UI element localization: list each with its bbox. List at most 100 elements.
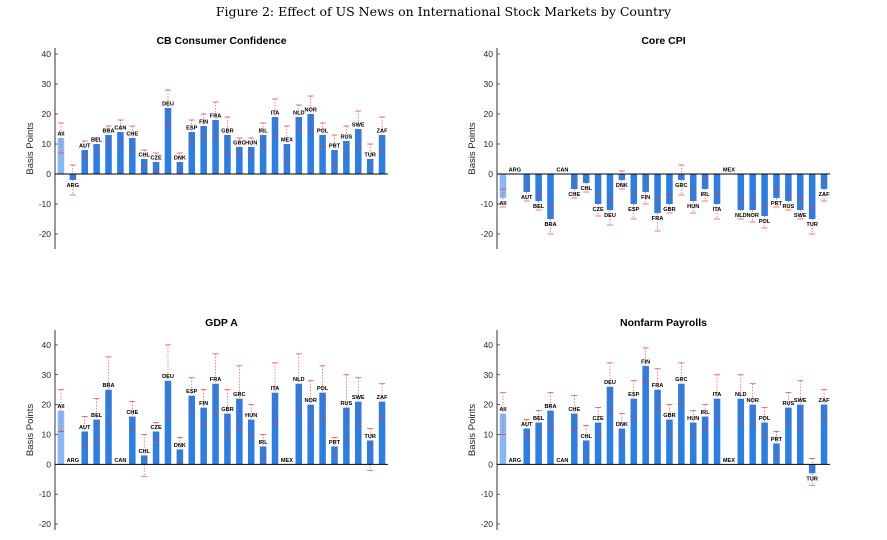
bar-bel (535, 422, 542, 465)
category-label-che: CHE (568, 192, 580, 198)
bar-aut (523, 428, 531, 465)
bar-bel (535, 174, 542, 201)
category-label-cze: CZE (150, 425, 161, 431)
bar-bra (547, 174, 554, 219)
category-label-all: All (57, 404, 65, 410)
bar-nld (295, 383, 303, 465)
bar-hun (689, 422, 697, 465)
category-label-esp: ESP (186, 126, 197, 132)
bar-fra (212, 383, 219, 465)
category-label-mex: MEX (281, 138, 293, 144)
bar-aut (81, 150, 89, 174)
bar-tur (808, 174, 816, 219)
category-label-fra: FRA (652, 383, 664, 389)
category-label-arg: ARG (67, 183, 79, 189)
category-label-pol: POL (317, 386, 329, 392)
category-label-mex: MEX (723, 168, 735, 174)
bar-bel (93, 419, 100, 465)
y-tick-label: 0 (488, 459, 493, 469)
category-label-swe: SWE (352, 123, 365, 129)
category-label-all: All (499, 201, 507, 207)
bar-deu (164, 380, 172, 465)
category-label-all: All (57, 132, 65, 138)
chart-panel-nonfarm-payrolls: Nonfarm Payrolls Basis Points -20 -10 0 10 20 3… (467, 317, 830, 530)
bar-fin (200, 126, 207, 174)
category-label-gbr: GBR (663, 207, 675, 213)
bar-gbr (224, 135, 231, 174)
category-label-bel: BEL (533, 204, 545, 210)
bar-che (129, 416, 136, 465)
bar-bra (547, 410, 554, 465)
category-label-dnk: DNK (616, 183, 628, 189)
category-label-esp: ESP (628, 392, 639, 398)
bar-zaf (820, 404, 828, 465)
category-label-cze: CZE (592, 207, 603, 213)
category-label-deu: DEU (604, 380, 616, 386)
y-tick-label: 10 (42, 139, 52, 149)
bar-bra (105, 135, 112, 174)
category-label-dnk: DNK (616, 422, 628, 428)
bar-cze (594, 174, 602, 204)
chart-panel-cb-consumer-confidence: CB Consumer Confidence Basis Points -20 -10… (25, 35, 388, 249)
y-tick-label: 30 (42, 370, 52, 380)
category-label-pol: POL (759, 416, 771, 422)
y-tick-label: -10 (39, 489, 52, 499)
bar-fra (654, 174, 661, 213)
y-tick-label: 30 (484, 79, 494, 89)
category-label-nor: NOR (304, 398, 316, 404)
bar-nld (737, 398, 745, 465)
bar-nld (295, 117, 303, 174)
category-label-bel: BEL (533, 416, 545, 422)
bar-nor (307, 114, 314, 174)
bar-deu (606, 174, 614, 210)
category-label-nld: NLD (735, 392, 747, 398)
category-label-irl: IRL (701, 410, 711, 416)
category-label-fin: FIN (199, 401, 208, 407)
category-label-hun: HUN (245, 141, 257, 147)
category-label-grc: GRC (233, 141, 245, 147)
category-label-all: All (499, 407, 507, 413)
category-label-nor: NOR (746, 398, 758, 404)
bar-all (57, 138, 65, 174)
category-label-deu: DEU (162, 102, 174, 108)
category-label-tur: TUR (364, 434, 376, 440)
category-label-irl: IRL (259, 129, 269, 135)
category-label-arg: ARG (509, 458, 521, 464)
category-label-chl: CHL (138, 449, 150, 455)
category-label-pol: POL (759, 219, 771, 225)
category-label-esp: ESP (186, 389, 197, 395)
y-tick-label: 0 (46, 169, 51, 179)
bar-cze (594, 422, 602, 465)
category-label-dnk: DNK (174, 443, 186, 449)
bar-swe (354, 129, 362, 174)
category-label-gbr: GBR (221, 129, 233, 135)
category-label-cze: CZE (592, 416, 603, 422)
category-label-zaf: ZAF (819, 398, 830, 404)
category-label-hun: HUN (687, 204, 699, 210)
bar-hun (247, 147, 255, 174)
y-tick-label: 0 (46, 459, 51, 469)
category-label-can: CAN (556, 168, 568, 174)
category-label-hun: HUN (245, 413, 257, 419)
category-label-irl: IRL (259, 440, 269, 446)
category-label-prt: PRT (771, 437, 783, 443)
category-label-grc: GRC (233, 392, 245, 398)
bar-gbr (666, 174, 673, 204)
bar-ita (713, 398, 721, 465)
bar-nld (737, 174, 745, 210)
category-label-deu: DEU (604, 213, 616, 219)
category-label-fin: FIN (641, 195, 650, 201)
category-label-grc: GRC (675, 183, 687, 189)
bar-che (129, 138, 136, 174)
category-label-dnk: DNK (174, 156, 186, 162)
bar-can (117, 132, 124, 174)
y-axis-label: Basis Points (467, 404, 478, 457)
category-label-aut: AUT (521, 195, 533, 201)
bar-bel (93, 144, 100, 174)
bar-swe (354, 401, 362, 465)
category-label-gbr: GBR (663, 413, 675, 419)
category-label-bel: BEL (91, 413, 103, 419)
bar-nor (307, 404, 314, 465)
y-tick-label: 10 (484, 429, 494, 439)
bar-rus (785, 174, 792, 201)
